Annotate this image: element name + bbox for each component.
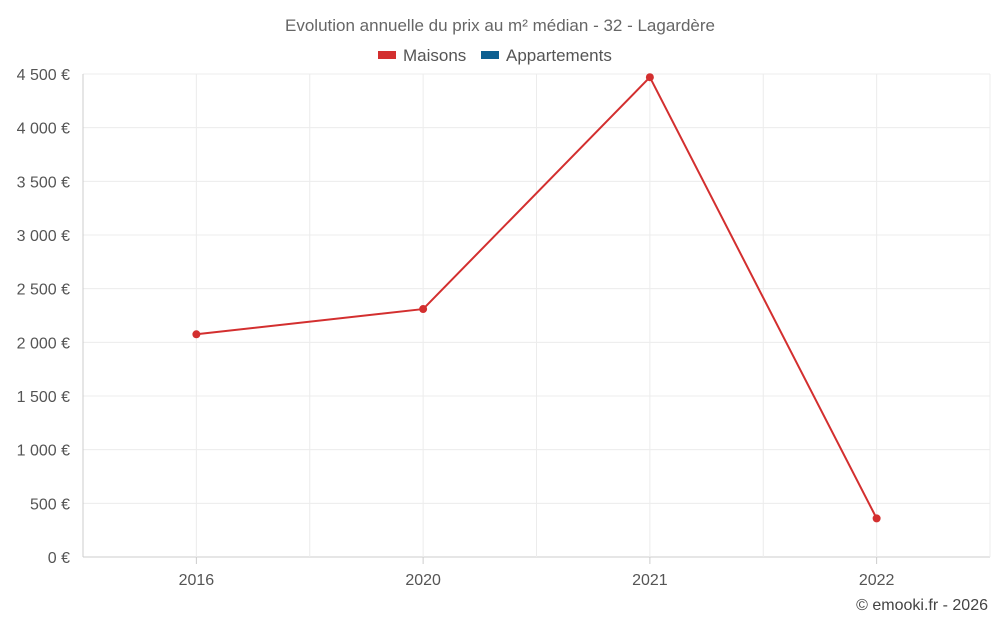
y-tick-label: 2 000 € (17, 335, 70, 352)
x-gridlines (82, 74, 991, 564)
legend-label-maisons[interactable]: Maisons (403, 46, 466, 65)
y-tick-label: 0 € (48, 550, 70, 567)
x-tick-label: 2022 (859, 572, 895, 589)
y-axis-ticks: 0 € 500 € 1 000 € 1 500 € 2 000 € 2 500 € 3 00… (17, 67, 70, 567)
legend-swatch-appartements[interactable] (481, 51, 499, 59)
y-tick-label: 3 000 € (17, 228, 70, 245)
y-tick-label: 1 000 € (17, 443, 70, 460)
data-point-maisons-2020[interactable] (419, 305, 428, 314)
legend: Maisons Appartements (378, 46, 612, 65)
series-points (192, 73, 881, 523)
x-tick-label: 2021 (632, 572, 668, 589)
data-point-maisons-2021[interactable] (645, 73, 654, 82)
series-lines (196, 76, 878, 519)
x-tick-label: 2016 (179, 572, 215, 589)
legend-swatch-maisons[interactable] (378, 51, 396, 59)
x-axis-ticks: 2016 2020 2021 2022 (179, 572, 895, 589)
y-tick-label: 3 500 € (17, 174, 70, 191)
legend-label-appartements[interactable]: Appartements (506, 46, 612, 65)
data-point-maisons-2016[interactable] (192, 330, 201, 339)
chart-title: Evolution annuelle du prix au m² médian … (285, 16, 715, 35)
series-line-maisons (196, 76, 878, 519)
credit-text: © emooki.fr - 2026 (856, 597, 988, 614)
y-tick-label: 4 500 € (17, 67, 70, 84)
y-tick-label: 4 000 € (17, 121, 70, 138)
y-tick-label: 2 500 € (17, 282, 70, 299)
y-tick-label: 1 500 € (17, 389, 70, 406)
data-point-maisons-2022[interactable] (872, 514, 881, 523)
x-tick-label: 2020 (405, 572, 441, 589)
y-tick-label: 500 € (30, 496, 70, 513)
